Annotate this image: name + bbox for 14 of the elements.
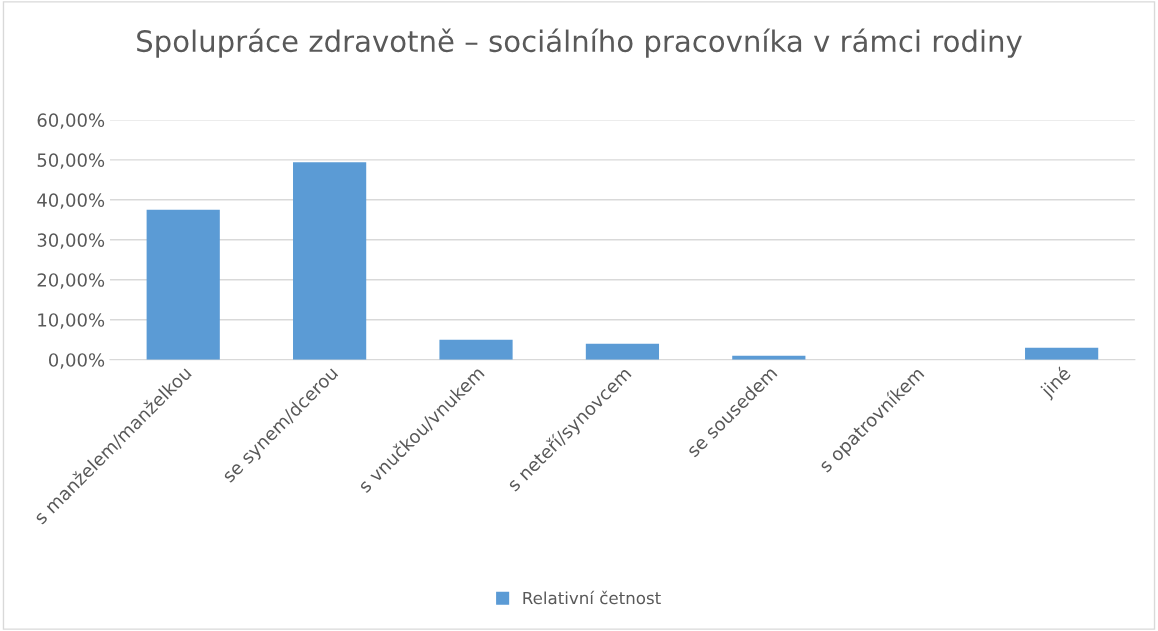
y-tick-label: 0,00% xyxy=(48,353,105,369)
chart-title: Spolupráce zdravotně – sociálního pracovníka v rámci rodiny xyxy=(137,28,1022,58)
bar xyxy=(1025,347,1099,360)
bar xyxy=(293,162,367,360)
legend-label: Relativní četnost xyxy=(523,590,661,605)
y-tick-label: 10,00% xyxy=(38,313,105,329)
y-tick-label: 30,00% xyxy=(37,233,105,249)
y-tick-label: 50,00% xyxy=(37,153,105,169)
bar xyxy=(146,209,220,360)
bar xyxy=(585,343,660,360)
y-tick-label: 20,00% xyxy=(37,273,105,289)
y-tick-label: 40,00% xyxy=(37,193,105,209)
bar xyxy=(439,339,513,360)
y-tick-label: 60,00% xyxy=(37,113,105,129)
